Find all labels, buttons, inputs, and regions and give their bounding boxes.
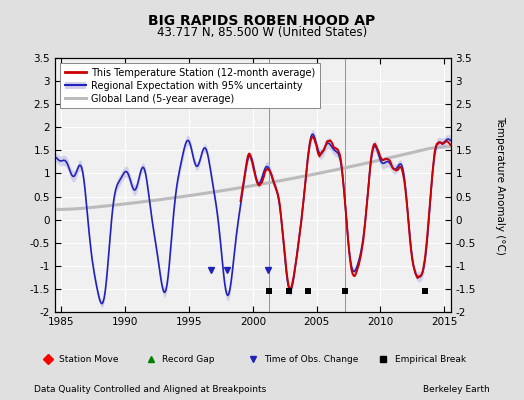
Text: Data Quality Controlled and Aligned at Breakpoints: Data Quality Controlled and Aligned at B…	[34, 385, 266, 394]
Text: BIG RAPIDS ROBEN HOOD AP: BIG RAPIDS ROBEN HOOD AP	[148, 14, 376, 28]
Text: 43.717 N, 85.500 W (United States): 43.717 N, 85.500 W (United States)	[157, 26, 367, 39]
Text: Station Move: Station Move	[59, 354, 118, 364]
Text: Berkeley Earth: Berkeley Earth	[423, 385, 490, 394]
Text: Empirical Break: Empirical Break	[395, 354, 466, 364]
Text: Time of Obs. Change: Time of Obs. Change	[264, 354, 358, 364]
Text: Record Gap: Record Gap	[162, 354, 215, 364]
Legend: This Temperature Station (12-month average), Regional Expectation with 95% uncer: This Temperature Station (12-month avera…	[60, 63, 320, 108]
Y-axis label: Temperature Anomaly (°C): Temperature Anomaly (°C)	[495, 116, 505, 254]
